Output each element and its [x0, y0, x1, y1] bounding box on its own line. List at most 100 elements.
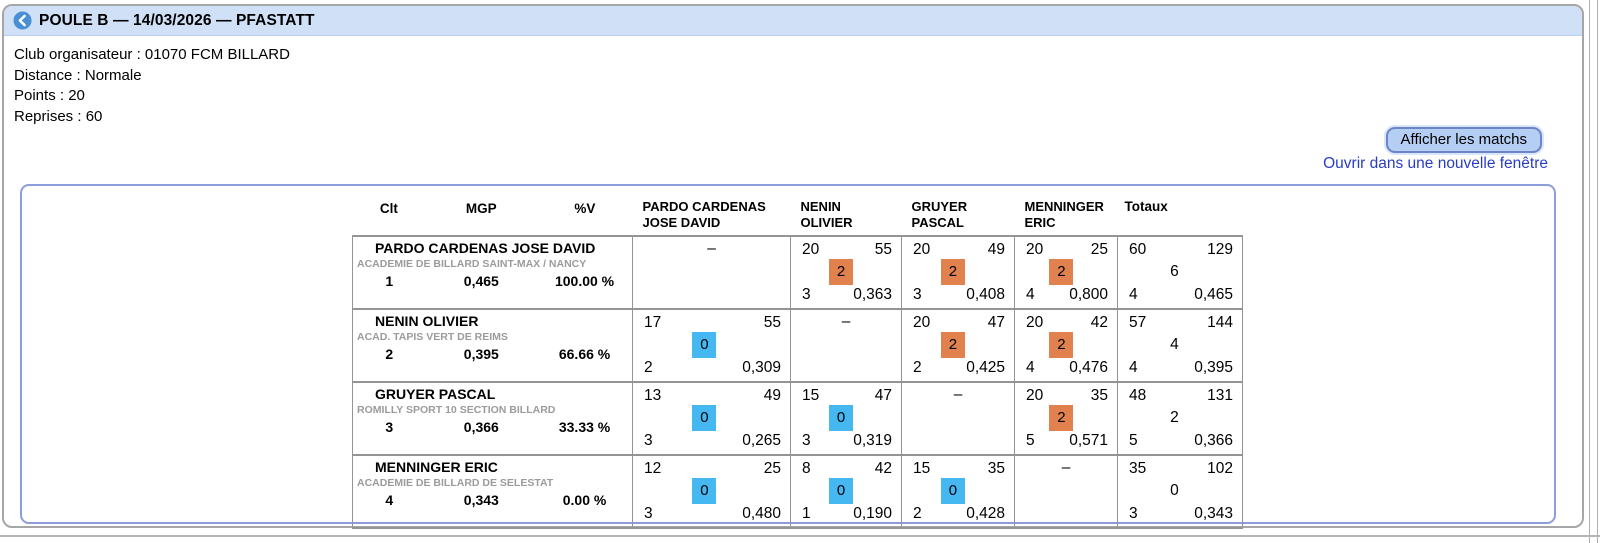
points-value: 20 [1026, 314, 1044, 331]
total-match-points: 0 [1170, 482, 1179, 499]
total-moyenne: 0,343 [1194, 505, 1233, 522]
total-reprises: 131 [1207, 387, 1233, 404]
totals-cell: 60 129 6 4 0,465 [1117, 236, 1243, 310]
reprises-value: 42 [1090, 314, 1108, 331]
player-pv: 33.33 % [558, 419, 611, 435]
reprises-value: 47 [987, 314, 1005, 331]
total-serie: 5 [1129, 432, 1138, 449]
points-value: 20 [913, 241, 931, 258]
serie-value: 3 [913, 286, 922, 303]
match-cell: 15 35 0 2 0,428 [901, 455, 1015, 529]
match-points-badge: 2 [940, 259, 965, 285]
total-points: 35 [1129, 460, 1147, 477]
stats-header: Clt MGP %V [352, 194, 633, 237]
player-mgp: 0,465 [463, 273, 499, 289]
moyenne-value: 0,363 [853, 286, 892, 303]
reprises-value: 49 [763, 387, 781, 404]
page-title: POULE B — 14/03/2026 — PFASTATT [39, 11, 315, 29]
info-points: Points : 20 [14, 87, 85, 104]
points-value: 20 [1026, 241, 1044, 258]
serie-value: 3 [802, 432, 811, 449]
total-moyenne: 0,395 [1194, 359, 1233, 376]
match-cell: 15 47 0 3 0,319 [790, 382, 902, 456]
totals-cell: 48 131 2 5 0,366 [1117, 382, 1243, 456]
points-value: 20 [802, 241, 820, 258]
tournament-info: Club organisateur : 01070 FCM BILLARD Di… [4, 36, 1582, 127]
match-cell: 17 55 0 2 0,309 [632, 309, 791, 383]
player-pv: 100.00 % [554, 273, 615, 289]
serie-value: 4 [1026, 286, 1035, 303]
total-match-points: 6 [1170, 263, 1179, 280]
total-points: 60 [1129, 241, 1147, 258]
player-name: MENNINGER ERIC [375, 459, 498, 475]
col-header-pv: %V [574, 201, 596, 216]
info-reprises: Reprises : 60 [14, 107, 103, 125]
player-club: ACADEMIE DE BILLARD SAINT-MAX / NANCY [357, 258, 587, 270]
moyenne-value: 0,571 [1069, 432, 1108, 449]
table-row: MENNINGER ERIC ACADEMIE DE BILLARD DE SE… [352, 455, 1243, 529]
opponent-header: PARDO CARDENAS JOSE DAVID [632, 194, 791, 237]
moyenne-value: 0,800 [1069, 286, 1108, 303]
total-reprises: 129 [1207, 241, 1233, 258]
table-header-row: Clt MGP %V PARDO CARDENAS JOSE DAVID NEN… [352, 194, 1243, 237]
moyenne-value: 0,480 [742, 505, 781, 522]
points-value: 13 [644, 387, 662, 404]
match-cell: 13 49 0 3 0,265 [632, 382, 791, 456]
match-points-badge: 0 [692, 405, 717, 431]
open-new-window-link[interactable]: Ouvrir dans une nouvelle fenêtre [1323, 155, 1548, 172]
frame-border [0, 535, 1600, 537]
points-value: 15 [802, 387, 820, 404]
totals-cell: 35 102 0 3 0,343 [1117, 455, 1243, 529]
serie-value: 5 [1026, 432, 1035, 449]
serie-value: 3 [802, 286, 811, 303]
opponent-header: NENIN OLIVIER [790, 194, 902, 237]
total-moyenne: 0,465 [1194, 286, 1233, 303]
serie-value: 3 [644, 432, 653, 449]
match-cell: 20 55 2 3 0,363 [790, 236, 902, 310]
match-points-badge: 0 [829, 478, 854, 504]
totals-header: Totaux [1117, 194, 1243, 237]
match-points-badge: 0 [692, 332, 717, 358]
total-serie: 4 [1129, 359, 1138, 376]
points-value: 20 [913, 314, 931, 331]
player-name: PARDO CARDENAS JOSE DAVID [375, 240, 596, 256]
player-cell: GRUYER PASCAL ROMILLY SPORT 10 SECTION B… [352, 382, 633, 456]
match-points-badge: 0 [692, 478, 717, 504]
reprises-value: 47 [874, 387, 892, 404]
reprises-value: 35 [987, 460, 1005, 477]
back-icon[interactable] [13, 11, 32, 30]
total-moyenne: 0,366 [1194, 432, 1233, 449]
player-rank: 2 [385, 346, 394, 362]
serie-value: 4 [1026, 359, 1035, 376]
moyenne-value: 0,476 [1069, 359, 1108, 376]
moyenne-value: 0,319 [853, 432, 892, 449]
scrollbar-track[interactable] [1589, 0, 1590, 543]
reprises-value: 25 [1090, 241, 1108, 258]
col-header-mgp: MGP [465, 201, 497, 216]
info-club-organisateur: Club organisateur : 01070 FCM BILLARD [14, 46, 290, 63]
match-points-badge: 2 [1049, 332, 1074, 358]
reprises-value: 49 [987, 241, 1005, 258]
table-row: PARDO CARDENAS JOSE DAVID ACADEMIE DE BI… [352, 236, 1243, 310]
player-cell: NENIN OLIVIER ACAD. TAPIS VERT DE REIMS … [352, 309, 633, 383]
opponent-header: MENNINGER ERIC [1014, 194, 1118, 237]
self-dash: – [841, 313, 851, 330]
match-cell: 20 49 2 3 0,408 [901, 236, 1015, 310]
show-matches-button[interactable]: Afficher les matchs [1385, 127, 1542, 153]
player-rank: 3 [385, 419, 394, 435]
results-panel: Clt MGP %V PARDO CARDENAS JOSE DAVID NEN… [20, 184, 1556, 529]
match-points-badge: 2 [1049, 259, 1074, 285]
match-cell: 20 35 2 5 0,571 [1014, 382, 1118, 456]
player-name: GRUYER PASCAL [375, 386, 496, 402]
self-dash: – [1061, 459, 1071, 476]
scrollbar-track[interactable] [1597, 0, 1598, 543]
player-mgp: 0,366 [463, 419, 499, 435]
match-cell: 20 47 2 2 0,425 [901, 309, 1015, 383]
opponent-header: GRUYER PASCAL [901, 194, 1015, 237]
moyenne-value: 0,309 [742, 359, 781, 376]
total-match-points: 2 [1170, 409, 1179, 426]
moyenne-value: 0,428 [966, 505, 1005, 522]
match-cell: 20 25 2 4 0,800 [1014, 236, 1118, 310]
player-pv: 0.00 % [562, 492, 607, 508]
reprises-value: 25 [763, 460, 781, 477]
